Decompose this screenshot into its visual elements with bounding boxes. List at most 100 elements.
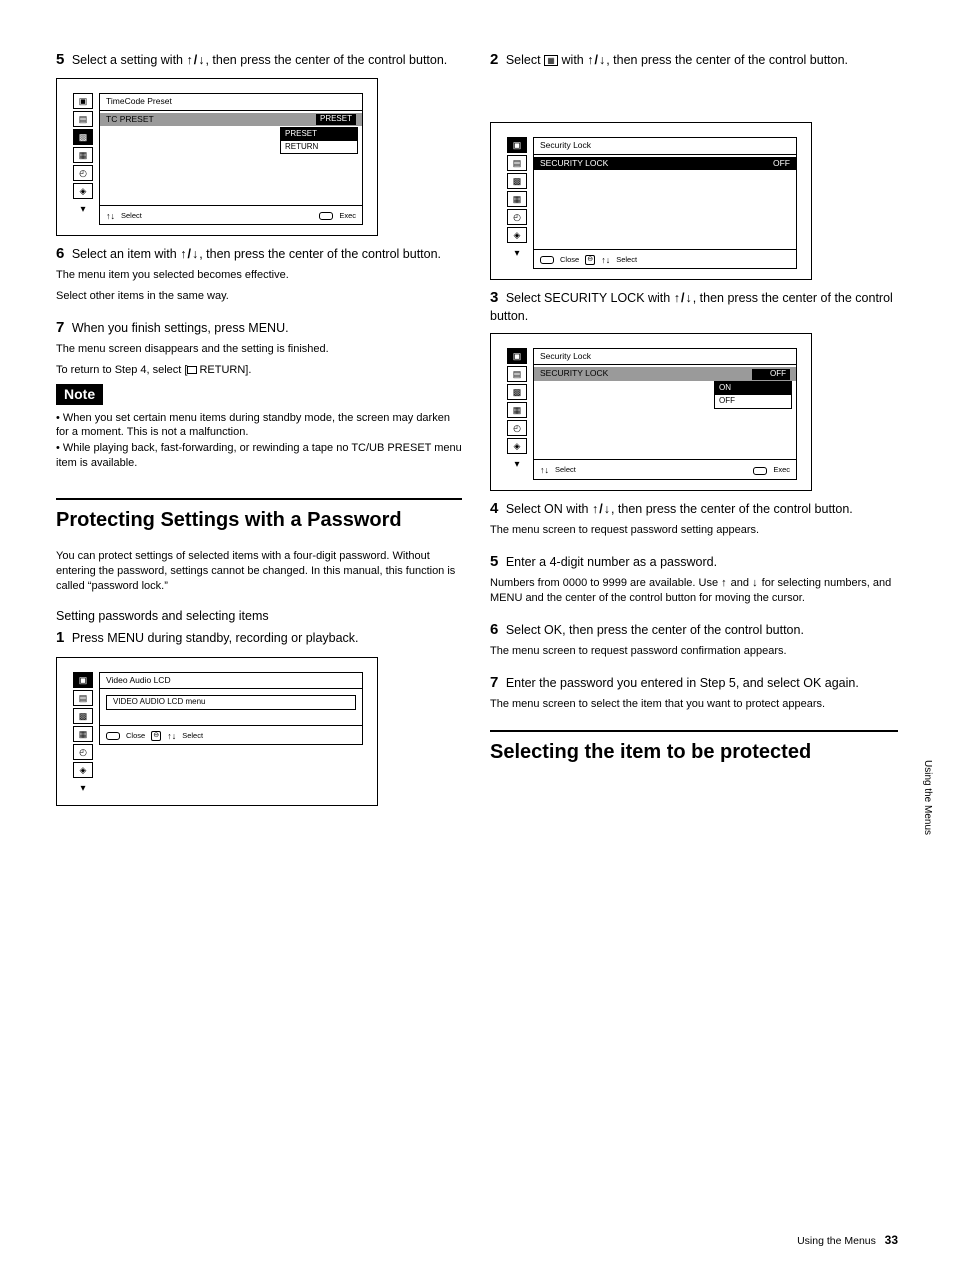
lcd-row-selected: SECURITY LOCK OFF bbox=[534, 157, 796, 170]
down-caret-icon: ▾ bbox=[514, 458, 519, 472]
lcd-row-selected: TC PRESET PRESET bbox=[100, 113, 362, 126]
r-step-6-note: The menu screen to request password conf… bbox=[490, 644, 898, 659]
hint-exec: Exec bbox=[773, 465, 790, 475]
printer-icon: ▩ bbox=[507, 384, 527, 400]
b-step-1-number: 1 bbox=[56, 628, 64, 648]
mini-button-icon bbox=[540, 256, 554, 264]
note-heading: Note bbox=[56, 384, 462, 405]
lcd-submenu: PRESET RETURN bbox=[280, 127, 358, 155]
down-caret-icon: ▾ bbox=[80, 782, 85, 796]
step-6-note-2: Select other items in the same way. bbox=[56, 289, 462, 304]
hint-select: Select bbox=[555, 465, 747, 475]
lcd-screen-main-menu: ▣ ▤ ▩ ▦ ◴ ◈ ▾ Video Audio LCD VIDEO AUDI… bbox=[56, 657, 378, 807]
step-6-text: 6 Select an item with ↑/↓, then press th… bbox=[56, 244, 462, 264]
clock-icon: ◴ bbox=[507, 209, 527, 225]
mini-circle-icon: ⊖ bbox=[151, 731, 161, 741]
step-7-number: 7 bbox=[56, 318, 64, 338]
lcd-row-label: TC PRESET bbox=[106, 114, 154, 125]
updown-arrows-icon: ↑/↓ bbox=[587, 53, 606, 67]
mini-circle-icon: ⊖ bbox=[585, 255, 595, 265]
section-title-password: Protecting Settings with a Password bbox=[56, 508, 462, 533]
diamond-icon: ◈ bbox=[73, 762, 93, 778]
down-caret-icon: ▾ bbox=[514, 247, 519, 261]
diamond-icon: ◈ bbox=[507, 227, 527, 243]
r-step-5: 5 Enter a 4-digit number as a password. bbox=[490, 552, 898, 572]
section-title-selecting: Selecting the item to be protected bbox=[490, 740, 898, 765]
b-step-1: 1 Press MENU during standby, recording o… bbox=[56, 628, 462, 648]
r-step-7: 7 Enter the password you entered in Step… bbox=[490, 673, 898, 693]
printer-icon: ▩ bbox=[73, 129, 93, 145]
printer-icon: ▩ bbox=[507, 173, 527, 189]
return-icon bbox=[187, 366, 197, 374]
r-step-7-note: The menu screen to select the item that … bbox=[490, 697, 898, 712]
r-step-6-number: 6 bbox=[490, 620, 498, 640]
r-step-3-number: 3 bbox=[490, 288, 498, 308]
mini-button-icon bbox=[319, 212, 333, 220]
password-intro: You can protect settings of selected ite… bbox=[56, 549, 462, 594]
r-step-7-number: 7 bbox=[490, 673, 498, 693]
lcd-title: Video Audio LCD bbox=[99, 672, 363, 688]
r-step-2-number: 2 bbox=[490, 50, 498, 70]
step-5-number: 5 bbox=[56, 50, 64, 70]
lcd-row-value: OFF bbox=[752, 369, 790, 380]
lcd-row-selected: SECURITY LOCK OFF bbox=[534, 367, 796, 380]
toolbox-icon: ▦ bbox=[73, 147, 93, 163]
picture-icon: ▣ bbox=[507, 137, 527, 153]
down-caret-icon: ▾ bbox=[80, 203, 85, 217]
card-icon: ▤ bbox=[507, 155, 527, 171]
step-5-text: 5 Select a setting with ↑/↓, then press … bbox=[56, 50, 462, 70]
lcd-hint-bar: Close ⊖ ↑↓ Select bbox=[99, 726, 363, 745]
section-divider bbox=[56, 498, 462, 500]
page-side-tab: Using the Menus bbox=[921, 760, 935, 835]
mini-updown-icon: ↑↓ bbox=[601, 254, 610, 266]
card-icon: ▤ bbox=[73, 111, 93, 127]
hint-close: Close bbox=[560, 255, 579, 265]
submenu-option-preset: PRESET bbox=[281, 128, 357, 141]
hint-select: Select bbox=[121, 211, 313, 221]
page-footer: Using the Menus 33 bbox=[797, 1232, 898, 1248]
lcd-title: TimeCode Preset bbox=[99, 93, 363, 109]
lcd-row-value: PRESET bbox=[316, 114, 356, 125]
r-step-4-number: 4 bbox=[490, 499, 498, 519]
r-step-4: 4 Select ON with ↑/↓, then press the cen… bbox=[490, 499, 898, 519]
step-7-note: The menu screen disappears and the setti… bbox=[56, 342, 462, 357]
hint-select: Select bbox=[182, 731, 356, 741]
r-step-5-note: Numbers from 0000 to 9999 are available.… bbox=[490, 576, 898, 606]
section-divider bbox=[490, 730, 898, 732]
lcd-row-label: SECURITY LOCK bbox=[540, 368, 608, 379]
diamond-icon: ◈ bbox=[73, 183, 93, 199]
step-7-text: 7 When you finish settings, press MENU. bbox=[56, 318, 462, 338]
diamond-icon: ◈ bbox=[507, 438, 527, 454]
picture-icon: ▣ bbox=[507, 348, 527, 364]
hint-exec: Exec bbox=[339, 211, 356, 221]
updown-arrows-icon: ↑/↓ bbox=[592, 502, 611, 516]
lcd-title: Security Lock bbox=[533, 137, 797, 153]
toolbox-icon: ▦ bbox=[507, 402, 527, 418]
mini-updown-icon: ↑↓ bbox=[106, 210, 115, 222]
subhead-setting-passwords: Setting passwords and selecting items bbox=[56, 608, 462, 625]
lcd-menu-label: VIDEO AUDIO LCD menu bbox=[106, 695, 356, 710]
toolbox-icon: ▦ bbox=[73, 726, 93, 742]
r-step-3: 3 Select SECURITY LOCK with ↑/↓, then pr… bbox=[490, 288, 898, 325]
lcd-side-icons: ▣ ▤ ▩ ▦ ◴ ◈ ▾ bbox=[71, 672, 95, 796]
picture-icon: ▣ bbox=[73, 93, 93, 109]
lcd-row-value: OFF bbox=[773, 158, 790, 169]
updown-arrows-icon: ↑/↓ bbox=[180, 247, 199, 261]
step-6-note-1: The menu item you selected becomes effec… bbox=[56, 268, 462, 283]
submenu-option-off: OFF bbox=[715, 395, 791, 408]
lcd-screen-tc-preset: ▣ ▤ ▩ ▦ ◴ ◈ ▾ TimeCode Preset TC PRESET … bbox=[56, 78, 378, 236]
hint-close: Close bbox=[126, 731, 145, 741]
note-bullet-2: • While playing back, fast-forwarding, o… bbox=[56, 441, 462, 471]
others-menu-icon: ▦ bbox=[544, 55, 558, 66]
updown-arrows-icon: ↑/↓ bbox=[186, 53, 205, 67]
mini-button-icon bbox=[106, 732, 120, 740]
r-step-5-number: 5 bbox=[490, 552, 498, 572]
clock-icon: ◴ bbox=[73, 165, 93, 181]
submenu-option-on: ON bbox=[715, 382, 791, 395]
card-icon: ▤ bbox=[507, 366, 527, 382]
submenu-option-return: RETURN bbox=[281, 141, 357, 154]
printer-icon: ▩ bbox=[73, 708, 93, 724]
updown-arrows-icon: ↑/↓ bbox=[674, 291, 693, 305]
lcd-title: Security Lock bbox=[533, 348, 797, 364]
lcd-screen-security-lock-options: ▣ ▤ ▩ ▦ ◴ ◈ ▾ Security Lock SECURITY LOC… bbox=[490, 333, 812, 491]
